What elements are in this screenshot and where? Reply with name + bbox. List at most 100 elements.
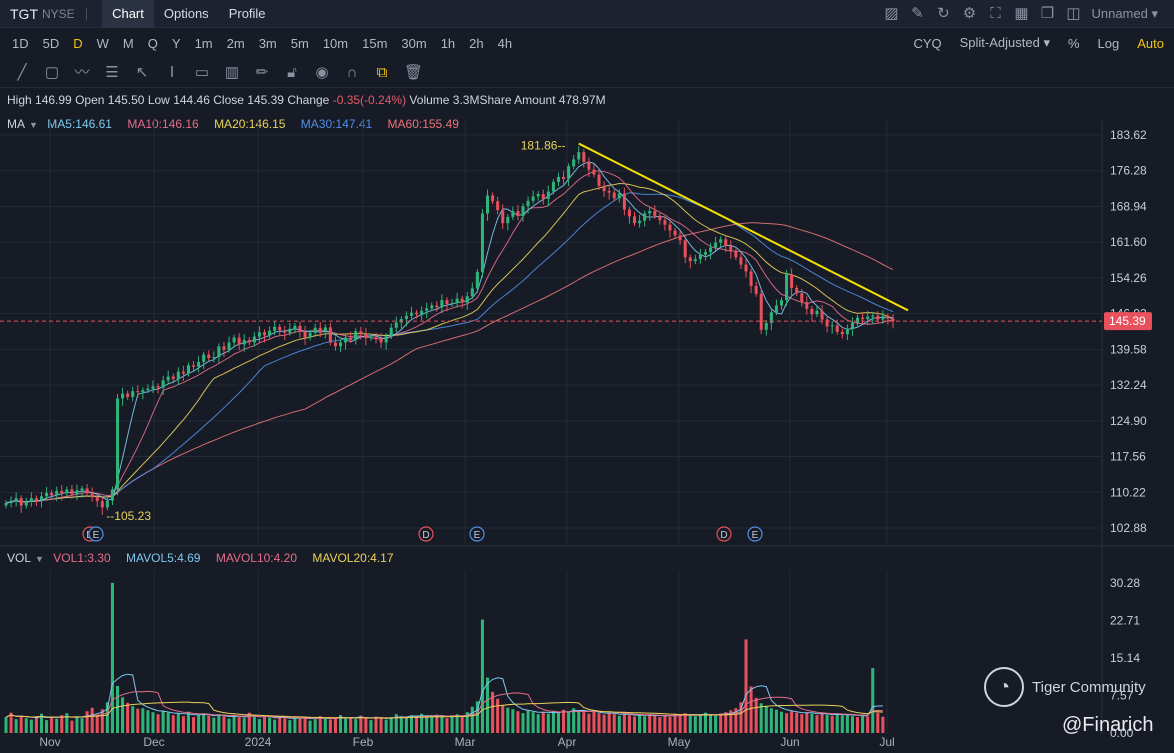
close-value: 145.39 xyxy=(247,93,284,107)
trash-icon[interactable]: 🗑︎ xyxy=(404,63,424,81)
tab-chart[interactable]: Chart xyxy=(102,0,154,28)
window-icon[interactable]: ❐ xyxy=(1040,4,1055,22)
adjust-selector[interactable]: Split-Adjusted ▾ xyxy=(960,35,1050,51)
layout-selector[interactable]: Unnamed ▾ xyxy=(1091,6,1158,22)
chevron-down-icon: ▾ xyxy=(1151,5,1158,21)
tab-options[interactable]: Options xyxy=(163,5,209,21)
tab-profile[interactable]: Profile xyxy=(228,5,266,21)
candle-body xyxy=(186,365,190,374)
candle-body xyxy=(131,391,135,397)
link-icon[interactable]: ⧉ xyxy=(376,63,388,81)
candle-body xyxy=(582,152,586,162)
volume-bar xyxy=(881,716,885,733)
volume-bar xyxy=(156,714,160,733)
lock-icon[interactable]: 🔓︎ xyxy=(287,63,297,81)
candle-body xyxy=(85,488,89,494)
ma-indicator-name[interactable]: MA xyxy=(7,117,25,131)
vol-indicator-name[interactable]: VOL xyxy=(7,551,32,565)
arrow-icon[interactable]: ↖ xyxy=(135,63,149,81)
interval-1m[interactable]: 1m xyxy=(194,35,213,51)
interval-3m[interactable]: 3m xyxy=(258,35,277,51)
volume-bar xyxy=(80,718,84,733)
fullscreen-icon[interactable]: ⛶ xyxy=(990,4,1001,22)
price-axis-label: 183.62 xyxy=(1110,128,1147,142)
volume-bar xyxy=(785,713,789,733)
chevron-down-icon[interactable]: ▼ xyxy=(29,120,38,130)
volume-bar xyxy=(632,716,637,733)
candle-body xyxy=(50,492,54,496)
refresh-icon[interactable]: ↻ xyxy=(937,4,950,22)
interval-30m[interactable]: 30m xyxy=(401,35,427,51)
candle-body xyxy=(110,489,114,501)
high-annotation: 181.86-- xyxy=(521,139,566,153)
vol1-value: VOL1:3.30 xyxy=(53,551,111,565)
cyq-button[interactable]: CYQ xyxy=(913,35,942,51)
auto-toggle[interactable]: Auto xyxy=(1137,35,1164,51)
candle-body xyxy=(156,386,160,388)
chart-box-icon[interactable]: ▨ xyxy=(884,4,899,22)
ma60-line xyxy=(5,222,894,504)
volume-bar xyxy=(648,714,652,733)
volume-bar xyxy=(384,719,388,733)
fib-icon[interactable]: ☰ xyxy=(105,63,119,81)
interval-1h[interactable]: 1h xyxy=(440,35,456,51)
volume-bar xyxy=(75,716,79,733)
interval-1d[interactable]: 1D xyxy=(12,35,29,51)
candle-body xyxy=(653,211,657,216)
candle-body xyxy=(75,490,79,495)
percent-toggle[interactable]: % xyxy=(1067,35,1080,51)
volume-bar xyxy=(516,711,520,733)
interval-m[interactable]: M xyxy=(122,35,134,51)
interval-5m[interactable]: 5m xyxy=(290,35,309,51)
rectangle-icon[interactable]: ▢ xyxy=(44,63,60,81)
volume-bar xyxy=(85,711,89,733)
chevron-down-icon[interactable]: ▼ xyxy=(35,554,44,564)
candle-body xyxy=(835,325,839,332)
interval-y[interactable]: Y xyxy=(171,35,181,51)
candle-body xyxy=(262,332,267,336)
interval-2m[interactable]: 2m xyxy=(226,35,245,51)
interval-d[interactable]: D xyxy=(73,35,83,51)
interval-15m[interactable]: 15m xyxy=(362,35,388,51)
label-icon[interactable]: ▭ xyxy=(194,63,210,81)
volume-bar xyxy=(866,716,870,733)
candle-body xyxy=(830,325,834,327)
interval-4h[interactable]: 4h xyxy=(497,35,513,51)
split-icon[interactable]: ◫ xyxy=(1066,4,1081,22)
volume-bar xyxy=(70,720,74,733)
volume-bar xyxy=(65,713,69,733)
volume-bar xyxy=(460,716,464,733)
volume-bar xyxy=(222,716,226,733)
magnet-icon[interactable]: ∩ xyxy=(346,63,358,81)
candle-body xyxy=(273,326,277,331)
interval-w[interactable]: W xyxy=(96,35,109,51)
event-marker-e xyxy=(747,526,763,542)
candle-body xyxy=(526,200,530,207)
grid-layout-icon[interactable]: ▦ xyxy=(1014,4,1029,22)
interval-10m[interactable]: 10m xyxy=(322,35,349,51)
interval-2h[interactable]: 2h xyxy=(469,35,484,51)
candle-body xyxy=(496,201,500,211)
interval-q[interactable]: Q xyxy=(147,35,158,51)
pen-edit-icon[interactable]: ✎ xyxy=(911,4,924,22)
trendline-icon[interactable]: ╱ xyxy=(17,63,27,81)
interval-5d[interactable]: 5D xyxy=(42,35,60,51)
eye-icon[interactable]: ◉ xyxy=(315,63,329,81)
pencil-icon[interactable]: ✏ xyxy=(255,63,269,81)
candle-body xyxy=(470,288,474,297)
volume-bar xyxy=(9,712,13,733)
volume-bar xyxy=(455,714,459,733)
amount-label: Amount xyxy=(514,93,556,107)
event-marker-d xyxy=(716,526,732,542)
text-icon[interactable]: Ⅰ xyxy=(169,63,175,81)
gear-icon[interactable]: ⚙ xyxy=(962,4,977,22)
bars-icon[interactable]: ▥ xyxy=(224,63,240,81)
volume-bar xyxy=(876,712,880,733)
candle-body xyxy=(136,391,140,393)
wave-icon[interactable]: 〰 xyxy=(74,63,90,81)
volume-bar xyxy=(440,716,444,733)
candle-body xyxy=(800,293,804,303)
candle-body xyxy=(409,312,414,316)
log-toggle[interactable]: Log xyxy=(1097,35,1120,51)
